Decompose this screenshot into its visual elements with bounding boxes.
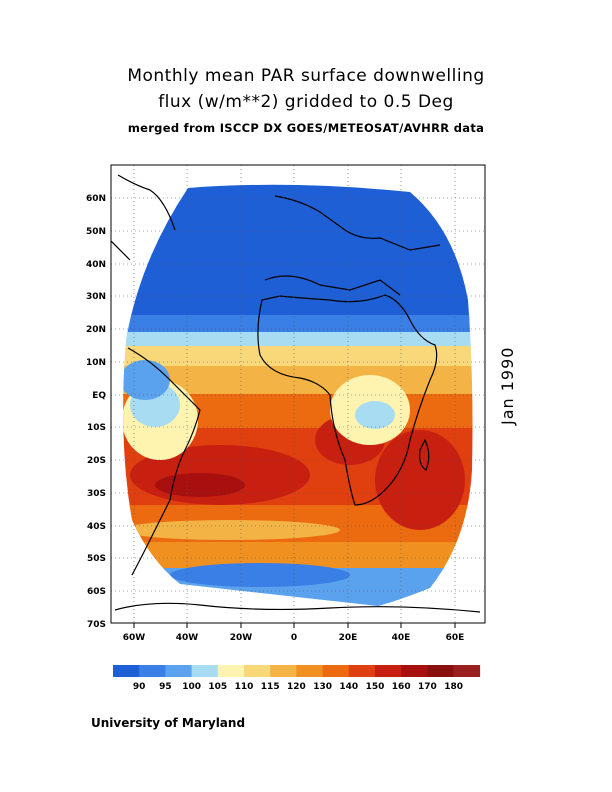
colorbar-label: 150 [366, 682, 385, 692]
lat-label: 40S [87, 522, 106, 532]
colorbar-label: 95 [159, 682, 172, 692]
lon-label: 20W [230, 633, 253, 643]
lon-label: 40E [392, 633, 411, 643]
lat-label: 60S [87, 587, 106, 597]
colorbar-swatch [348, 665, 376, 677]
lat-label: EQ [92, 391, 106, 401]
colorbar-swatch [270, 665, 297, 677]
lat-label: 50S [87, 554, 106, 564]
colorbar-swatch [244, 665, 271, 677]
colorbar-swatch [165, 665, 192, 677]
map-frame [110, 164, 486, 624]
lon-label: 60E [446, 633, 465, 643]
title-line-2: flux (w/m**2) gridded to 0.5 Deg [158, 92, 454, 112]
lat-label: 20N [86, 325, 106, 335]
lat-label: 70S [87, 620, 106, 630]
colorbar-swatch [427, 665, 454, 677]
tick-marks [133, 623, 456, 628]
lon-label: 20E [339, 633, 358, 643]
colorbar-label: 160 [392, 682, 411, 692]
colorbar-label: 170 [418, 682, 437, 692]
footer-credit: University of Maryland [91, 716, 246, 730]
colorbar-label: 105 [208, 682, 227, 692]
lat-label: 20S [87, 456, 106, 466]
lat-labels: 60N 50N 40N 30N 20N 10N EQ 10S 20S 30S 4… [86, 194, 106, 630]
colorbar-label: 180 [444, 682, 463, 692]
colorbar-swatch [139, 665, 166, 677]
subtitle: merged from ISCCP DX GOES/METEOSAT/AVHRR… [127, 121, 485, 135]
lat-label: 50N [86, 227, 106, 237]
colorbar-label: 130 [313, 682, 332, 692]
lat-label: 30N [86, 292, 106, 302]
lat-label: 40N [86, 260, 106, 270]
colorbar-label: 115 [261, 682, 280, 692]
colorbar-swatch [296, 665, 323, 677]
graticule [111, 165, 485, 623]
colorbar-label: 90 [133, 682, 146, 692]
lon-label: 0 [291, 633, 297, 643]
colorbar-label: 120 [287, 682, 306, 692]
colorbar-swatch [217, 665, 245, 677]
colorbar-swatch [191, 665, 219, 677]
colorbar-swatch [401, 665, 428, 677]
lat-label: 60N [86, 194, 106, 204]
date-label: Jan 1990 [498, 346, 517, 425]
coastlines [111, 174, 481, 613]
colorbar-swatch [453, 665, 481, 677]
lat-label: 10N [86, 358, 106, 368]
colorbar-swatch [113, 665, 140, 677]
colorbar-label: 100 [182, 682, 201, 692]
colorbar-label: 140 [339, 682, 358, 692]
title-line-1: Monthly mean PAR surface downwelling [127, 66, 485, 86]
colorbar-label: 110 [235, 682, 254, 692]
lon-labels: 60W 40W 20W 0 20E 40E 60E [123, 633, 465, 643]
data-field [123, 184, 473, 607]
colorbar-swatch [322, 665, 350, 677]
lat-label: 10S [87, 423, 106, 433]
lon-label: 40W [176, 633, 199, 643]
colorbar-swatch [375, 665, 402, 677]
lon-label: 60W [123, 633, 146, 643]
colorbar: 90 95 100 105 110 115 120 130 140 150 160 170 180 [113, 665, 481, 692]
lat-label: 30S [87, 489, 106, 499]
